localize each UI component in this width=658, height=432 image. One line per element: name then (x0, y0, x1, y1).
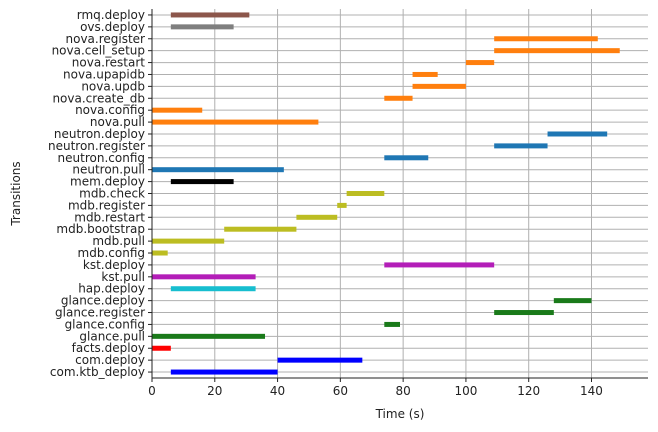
y-tick-label: glance.config (65, 317, 145, 331)
bar-com-ktb-deploy (170, 369, 278, 375)
x-tick-label: 60 (333, 384, 348, 398)
bar-facts-deploy (152, 345, 171, 351)
bar-nova-pull (152, 119, 319, 125)
y-tick-label: mdb.config (78, 246, 145, 260)
x-tick-label: 80 (395, 384, 410, 398)
y-tick-label: mdb.register (68, 198, 145, 212)
bar-mem-deploy (170, 179, 234, 185)
bar-mdb-restart (296, 214, 338, 220)
y-tick-label: neutron.deploy (54, 127, 145, 141)
y-tick-label: mdb.check (79, 187, 145, 201)
x-tick-label: 100 (454, 384, 477, 398)
grid-layer (151, 9, 648, 378)
x-tick-label: 20 (207, 384, 222, 398)
bar-rmq-deploy (170, 12, 250, 18)
y-tick-label: hap.deploy (78, 282, 145, 296)
bar-kst-pull (152, 274, 256, 280)
y-tick-label: com.ktb_deploy (50, 365, 145, 379)
bars-layer (152, 12, 620, 375)
bar-mdb-config (152, 250, 168, 256)
x-tick-label: 120 (517, 384, 540, 398)
y-tick-label: kst.deploy (83, 258, 145, 272)
bar-neutron-config (384, 155, 429, 161)
bar-glance-deploy (553, 298, 592, 304)
y-tick-label: kst.pull (101, 270, 145, 284)
bar-mdb-register (337, 202, 347, 208)
bar-nova-upapidb (412, 71, 438, 77)
y-tick-label: facts.deploy (72, 341, 145, 355)
bar-mdb-bootstrap (224, 226, 297, 232)
y-tick-label: ovs.deploy (80, 20, 145, 34)
bar-mdb-pull (152, 238, 225, 244)
bar-com-deploy (277, 357, 363, 363)
y-tick-label: nova.cell_setup (52, 44, 145, 58)
bar-nova-register (494, 36, 598, 42)
y-tick-label: glance.pull (79, 329, 145, 343)
bar-hap-deploy (170, 286, 256, 292)
y-tick-label: nova.register (66, 32, 146, 46)
bar-mdb-check (346, 191, 385, 196)
y-tick-label: neutron.register (48, 139, 145, 153)
bar-glance-config (384, 321, 400, 327)
y-tick-label: nova.create_db (52, 91, 145, 105)
y-tick-label: nova.pull (90, 115, 145, 129)
y-tick-label: mdb.restart (74, 210, 145, 224)
y-tick-label: neutron.pull (72, 163, 145, 177)
bar-nova-create-db (384, 95, 413, 101)
x-tick-label: 140 (580, 384, 603, 398)
y-tick-label: nova.updb (81, 79, 145, 93)
x-axis-label: Time (s) (375, 407, 425, 421)
y-tick-label: rmq.deploy (77, 8, 145, 22)
y-tick-label: nova.upapidb (63, 67, 145, 81)
x-tick-label: 40 (270, 384, 285, 398)
bar-kst-deploy (384, 262, 495, 268)
y-tick-label: mem.deploy (70, 175, 145, 189)
x-tick-label: 0 (148, 384, 156, 398)
bar-nova-config (152, 107, 203, 113)
bar-neutron-deploy (547, 131, 608, 137)
y-axis-label: Transitions (9, 161, 23, 226)
bar-neutron-pull (152, 167, 284, 173)
y-tick-label: glance.deploy (61, 294, 145, 308)
bar-glance-register (494, 310, 554, 316)
y-tick-label: glance.register (55, 306, 145, 320)
y-tick-label: nova.config (75, 103, 145, 117)
y-tick-label: com.deploy (75, 353, 145, 367)
bar-ovs-deploy (170, 24, 234, 30)
y-tick-label: neutron.config (58, 151, 145, 165)
axes-layer: 0 20 40 60 80 100 120 140rmq.deployovs.deployno… (48, 8, 648, 398)
bar-nova-cell-setup (494, 48, 620, 54)
y-tick-label: nova.restart (72, 56, 146, 70)
y-tick-label: mdb.bootstrap (56, 222, 145, 236)
bar-glance-pull (152, 333, 266, 339)
bar-nova-updb (412, 83, 466, 89)
bar-neutron-register (494, 143, 548, 149)
bar-nova-restart (465, 60, 495, 66)
y-tick-label: mdb.pull (92, 234, 145, 248)
